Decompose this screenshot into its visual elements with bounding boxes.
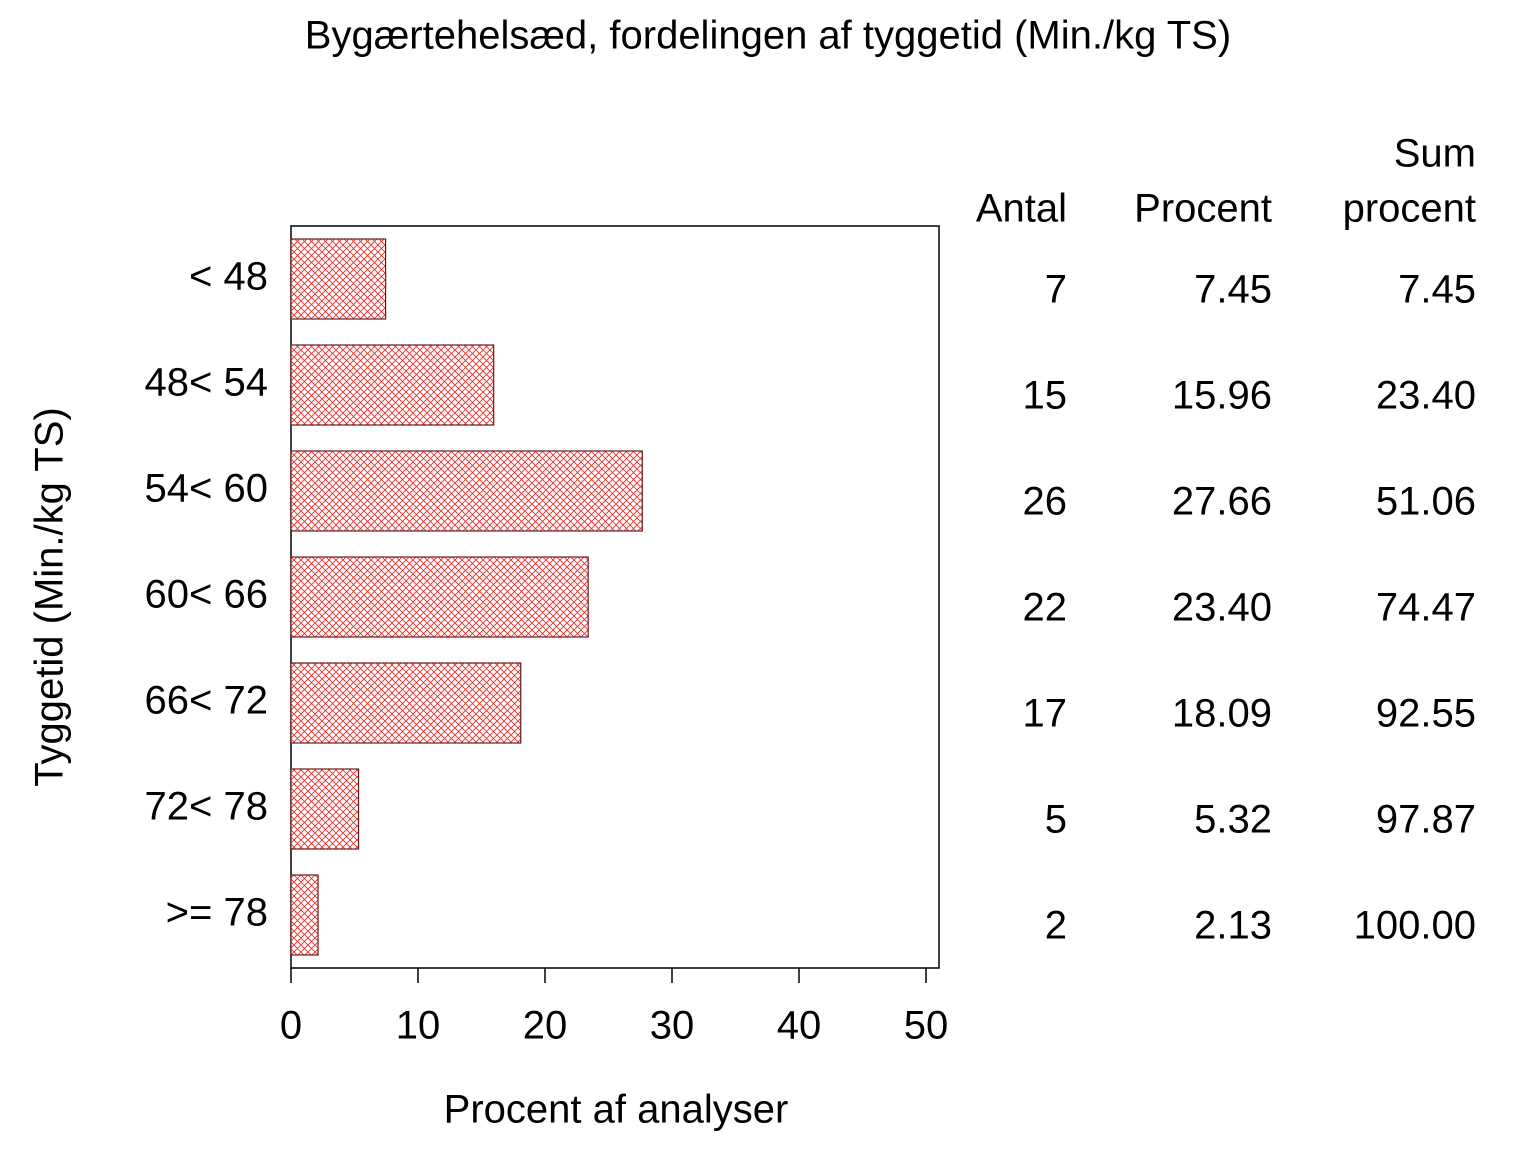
table-percent: 5.32 — [1194, 798, 1272, 842]
table-cumulative: 100.00 — [1354, 904, 1476, 948]
x-tick-label: 20 — [523, 1004, 568, 1048]
table-percent: 7.45 — [1194, 268, 1272, 312]
chart-title: Bygærtehelsæd, fordelingen af tyggetid (… — [305, 14, 1231, 58]
y-tick-label: >= 78 — [166, 891, 268, 935]
y-tick-label: 60< 66 — [145, 573, 268, 617]
x-tick-label: 50 — [904, 1004, 949, 1048]
x-tick-label: 40 — [777, 1004, 822, 1048]
table-cumulative: 74.47 — [1376, 586, 1476, 630]
table-cumulative: 51.06 — [1376, 480, 1476, 524]
table-count: 2 — [1045, 904, 1067, 948]
table-percent: 2.13 — [1194, 904, 1272, 948]
y-tick-label: 66< 72 — [145, 679, 268, 723]
x-tick-label: 10 — [396, 1004, 441, 1048]
table-count: 26 — [1023, 480, 1068, 524]
table-header: Sum — [1394, 132, 1476, 176]
y-tick-label: 48< 54 — [145, 361, 268, 405]
y-tick-label: < 48 — [189, 255, 268, 299]
x-tick-label: 30 — [650, 1004, 695, 1048]
x-tick-label: 0 — [280, 1004, 302, 1048]
bar — [290, 874, 319, 956]
table-cumulative: 92.55 — [1376, 692, 1476, 736]
table-percent: 27.66 — [1172, 480, 1272, 524]
table-cumulative: 97.87 — [1376, 798, 1476, 842]
bar — [290, 768, 360, 850]
table-count: 15 — [1023, 374, 1068, 418]
table-cumulative: 7.45 — [1398, 268, 1476, 312]
bar — [290, 450, 643, 532]
bar — [290, 662, 522, 744]
table-count: 5 — [1045, 798, 1067, 842]
table-header: Procent — [1134, 187, 1272, 231]
table-cumulative: 23.40 — [1376, 374, 1476, 418]
y-tick-label: 54< 60 — [145, 467, 268, 511]
table-count: 7 — [1045, 268, 1067, 312]
bar — [290, 344, 495, 426]
table-percent: 15.96 — [1172, 374, 1272, 418]
table-header: procent — [1343, 187, 1476, 231]
table-header: Antal — [976, 187, 1067, 231]
y-axis-label: Tyggetid (Min./kg TS) — [28, 407, 72, 786]
table-percent: 23.40 — [1172, 586, 1272, 630]
table-percent: 18.09 — [1172, 692, 1272, 736]
bar — [290, 556, 589, 638]
x-axis-label: Procent af analyser — [444, 1088, 789, 1132]
table-count: 17 — [1023, 692, 1068, 736]
table-count: 22 — [1023, 586, 1068, 630]
bar — [290, 238, 387, 320]
y-tick-label: 72< 78 — [145, 785, 268, 829]
